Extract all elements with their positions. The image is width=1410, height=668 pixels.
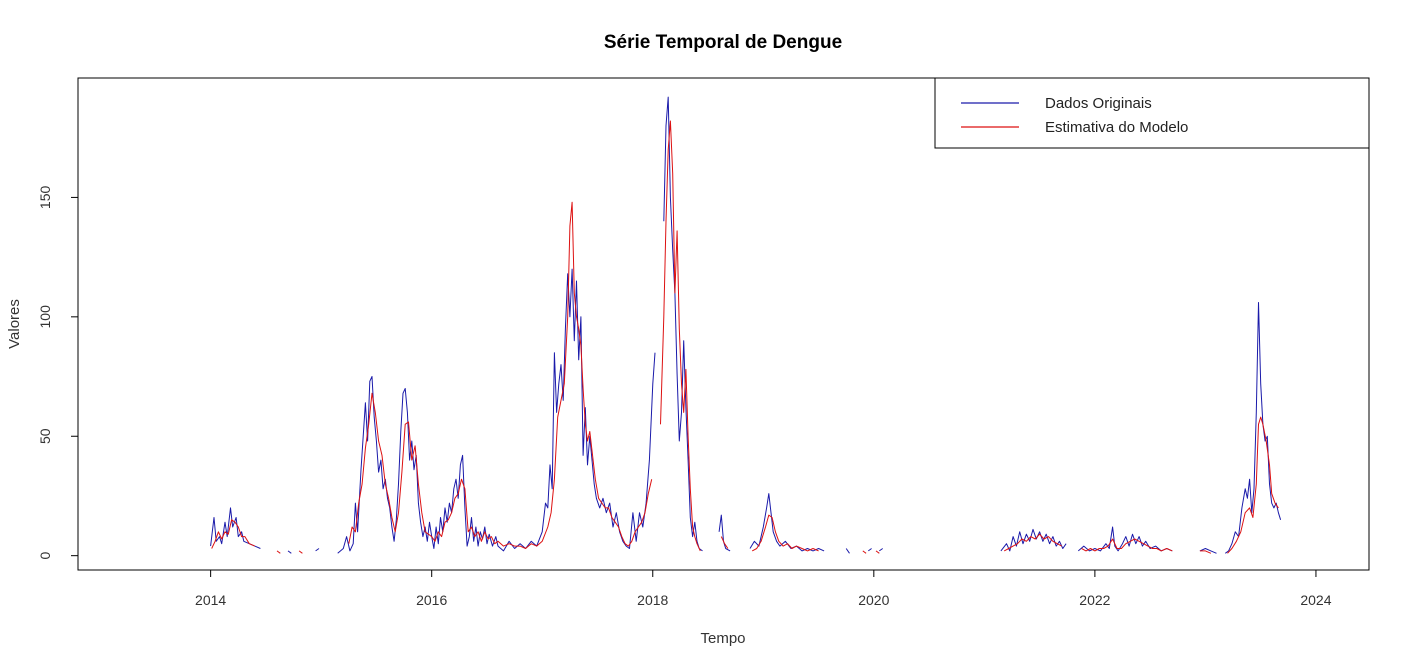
- series-layer: [210, 96, 1282, 554]
- y-tick-label: 0: [37, 552, 53, 560]
- series-line-estimativa-modelo: [211, 120, 1279, 554]
- y-tick-label: 100: [37, 305, 53, 329]
- x-tick-label: 2022: [1079, 592, 1110, 608]
- legend-label-model: Estimativa do Modelo: [1045, 119, 1188, 136]
- y-tick-label: 150: [37, 186, 53, 210]
- x-axis-label: Tempo: [700, 630, 745, 647]
- x-tick-label: 2020: [858, 592, 889, 608]
- y-tick-label: 50: [37, 428, 53, 444]
- x-tick-label: 2018: [637, 592, 668, 608]
- x-axis: 2014 2016 2018 2020 2022 2024: [195, 569, 1332, 608]
- legend: Dados Originais Estimativa do Modelo: [934, 77, 1370, 149]
- x-tick-label: 2016: [416, 592, 447, 608]
- series-line-dados-originais: [210, 96, 1282, 554]
- legend-label-original: Dados Originais: [1045, 95, 1152, 112]
- legend-box: [934, 77, 1370, 149]
- x-tick-label: 2014: [195, 592, 226, 608]
- y-axis: 0 50 100 150: [37, 186, 79, 560]
- plot-frame: [77, 77, 1370, 571]
- y-axis-label: Valores: [6, 299, 23, 349]
- chart-title: Série Temporal de Dengue: [604, 32, 842, 53]
- x-tick-label: 2024: [1300, 592, 1331, 608]
